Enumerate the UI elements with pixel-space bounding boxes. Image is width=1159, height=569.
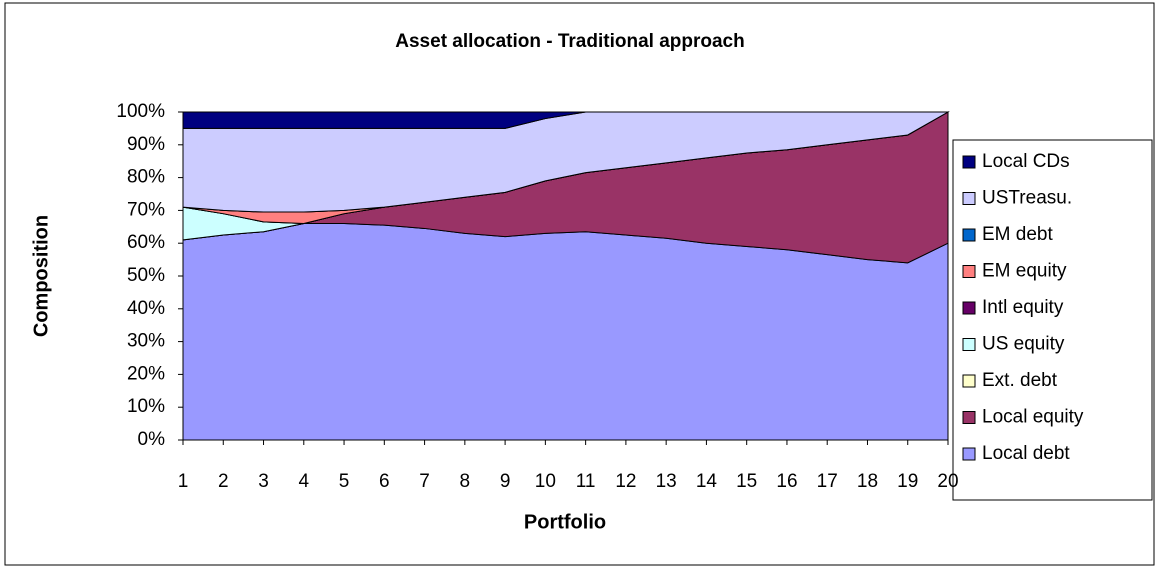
y-axis-title: Composition [30, 215, 52, 337]
x-tick-label: 20 [937, 471, 958, 492]
legend-label: EM equity [982, 261, 1067, 282]
legend-swatch [962, 301, 976, 315]
legend-swatch [962, 265, 976, 278]
chart-title: Asset allocation - Traditional approach [395, 31, 744, 52]
legend-swatch [962, 192, 976, 205]
area [182, 111, 948, 129]
x-tick-label: 4 [299, 471, 310, 492]
x-tick-label: 19 [897, 471, 918, 492]
legend-label: EM debt [982, 224, 1053, 245]
x-tick-label: 8 [460, 471, 471, 492]
y-tick-label: 100% [116, 101, 165, 122]
legend-swatch [962, 411, 976, 424]
x-tick-label: 15 [736, 471, 757, 492]
x-tick-label: 11 [576, 471, 596, 492]
y-tick-label: 40% [127, 298, 165, 319]
x-tick-label: 7 [419, 471, 430, 492]
legend-swatch [962, 338, 976, 351]
area [182, 223, 949, 441]
y-tick-label: 60% [127, 232, 165, 253]
y-tick-label: 0% [138, 429, 166, 450]
legend-swatch [962, 155, 976, 169]
y-tick-label: 20% [127, 363, 165, 384]
legend-label: Local debt [982, 443, 1070, 464]
y-tick-label: 30% [127, 331, 165, 352]
y-tick-label: 50% [127, 265, 165, 286]
x-tick-label: 3 [258, 471, 269, 492]
legend-label: Local equity [982, 407, 1084, 428]
x-tick-label: 16 [776, 471, 797, 492]
x-tick-label: 2 [218, 471, 229, 492]
legend-swatch [962, 374, 976, 388]
legend-label: USTreasu. [982, 188, 1072, 209]
x-tick-label: 13 [656, 471, 677, 492]
x-tick-label: 14 [696, 471, 718, 492]
legend-label: US equity [982, 334, 1065, 355]
legend-swatch [962, 447, 976, 461]
legend-swatch [962, 228, 976, 242]
x-tick-label: 6 [379, 471, 390, 492]
legend-label: Local CDs [982, 151, 1070, 172]
x-tick-label: 1 [178, 471, 189, 492]
x-tick-label: 10 [535, 471, 556, 492]
x-tick-label: 17 [817, 471, 838, 492]
x-tick-label: 9 [500, 471, 511, 492]
x-axis-title: Portfolio [524, 511, 606, 533]
legend-label: Ext. debt [982, 370, 1058, 391]
x-tick-label: 12 [615, 471, 636, 492]
legend-label: Intl equity [982, 297, 1064, 318]
y-tick-label: 90% [127, 134, 165, 155]
y-tick-label: 10% [127, 396, 165, 417]
y-tick-label: 70% [127, 199, 165, 220]
x-tick-label: 18 [857, 471, 878, 492]
legend-box [952, 139, 1153, 501]
y-tick-label: 80% [127, 167, 165, 188]
x-tick-label: 5 [339, 471, 350, 492]
